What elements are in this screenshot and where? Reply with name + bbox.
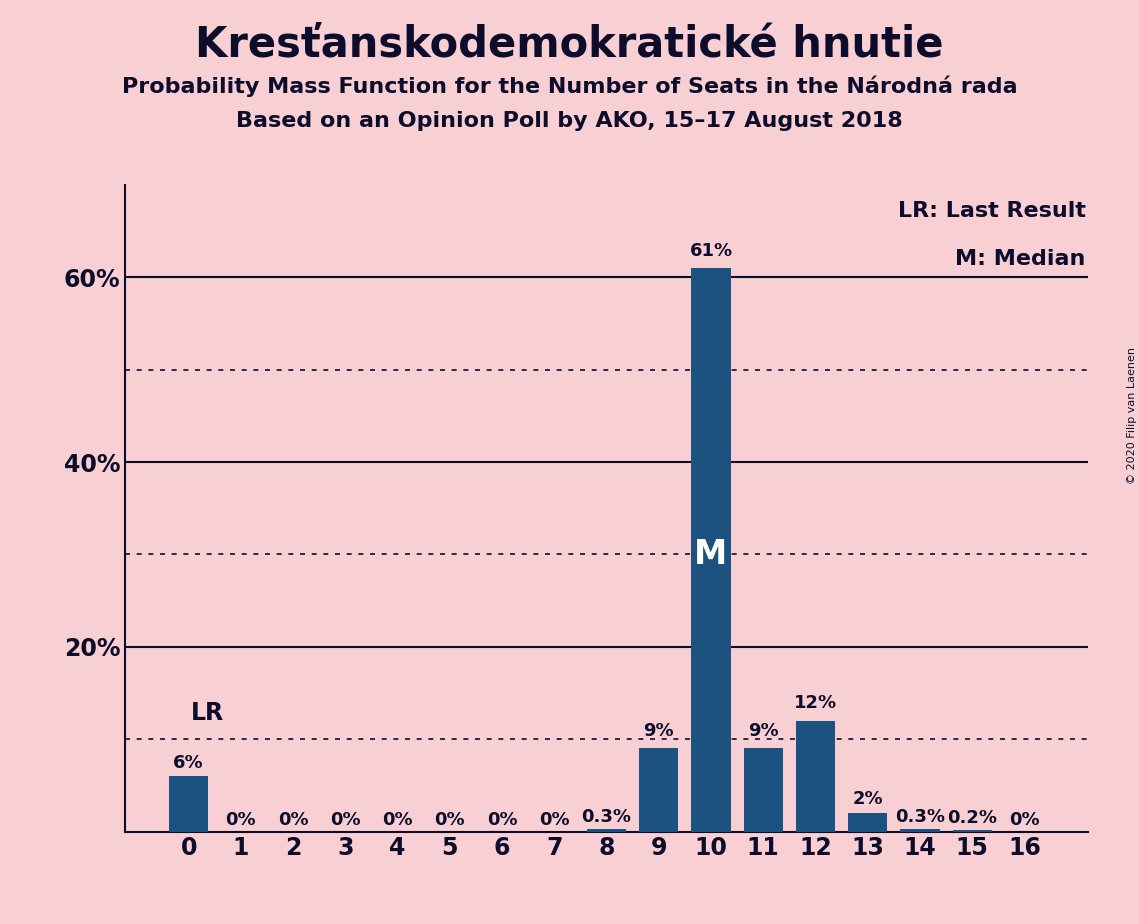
Bar xyxy=(691,268,730,832)
Bar xyxy=(587,829,626,832)
Bar xyxy=(849,813,887,832)
Bar xyxy=(169,776,208,832)
Text: Probability Mass Function for the Number of Seats in the Národná rada: Probability Mass Function for the Number… xyxy=(122,76,1017,97)
Text: M: M xyxy=(695,538,728,571)
Text: 61%: 61% xyxy=(689,242,732,260)
Text: 6%: 6% xyxy=(173,754,204,772)
Text: 0.2%: 0.2% xyxy=(948,809,997,827)
Text: 0%: 0% xyxy=(330,811,361,829)
Text: LR: Last Result: LR: Last Result xyxy=(898,201,1085,221)
Text: 0%: 0% xyxy=(383,811,412,829)
Bar xyxy=(900,829,940,832)
Text: 9%: 9% xyxy=(748,723,779,740)
Bar xyxy=(744,748,782,832)
Text: 0%: 0% xyxy=(486,811,517,829)
Bar xyxy=(952,830,992,832)
Text: M: Median: M: Median xyxy=(956,249,1085,270)
Text: 2%: 2% xyxy=(852,791,883,808)
Text: Kresťanskodemokratické hnutie: Kresťanskodemokratické hnutie xyxy=(195,23,944,65)
Text: 9%: 9% xyxy=(644,723,674,740)
Text: 0%: 0% xyxy=(539,811,570,829)
Text: © 2020 Filip van Laenen: © 2020 Filip van Laenen xyxy=(1126,347,1137,484)
Text: 12%: 12% xyxy=(794,695,837,712)
Text: 0%: 0% xyxy=(278,811,309,829)
Bar xyxy=(796,721,835,832)
Text: 0%: 0% xyxy=(1009,811,1040,829)
Text: Based on an Opinion Poll by AKO, 15–17 August 2018: Based on an Opinion Poll by AKO, 15–17 A… xyxy=(236,111,903,131)
Text: LR: LR xyxy=(191,701,224,725)
Text: 0%: 0% xyxy=(226,811,256,829)
Text: 0.3%: 0.3% xyxy=(582,808,631,826)
Text: 0%: 0% xyxy=(434,811,465,829)
Bar xyxy=(639,748,679,832)
Text: 0.3%: 0.3% xyxy=(895,808,945,826)
